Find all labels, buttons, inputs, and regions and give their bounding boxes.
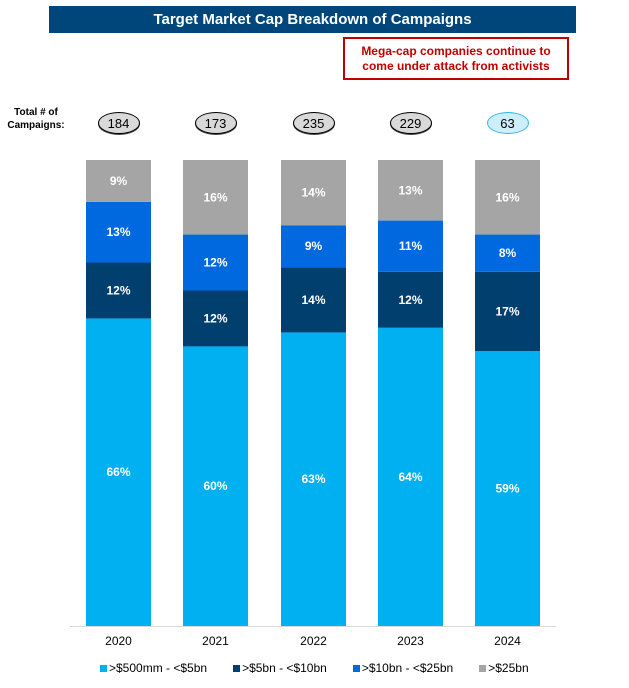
data-label-2021-series-3: 16%	[203, 190, 227, 204]
total-campaigns-label: Total # of Campaigns:	[0, 106, 72, 132]
legend-label-1: >$5bn - <$10bn	[242, 661, 327, 675]
bar-segment-2021-series-3	[183, 160, 248, 235]
data-label-2024-series-3: 16%	[495, 190, 519, 204]
legend-item-3: >$25bn	[479, 661, 529, 675]
data-label-2021-series-0: 60%	[203, 479, 227, 493]
bar-segment-2024-series-0	[475, 351, 540, 626]
data-label-2020-series-0: 66%	[106, 465, 130, 479]
bar-segment-2022-series-3	[281, 160, 346, 226]
x-tick-label-2021: 2021	[202, 634, 229, 648]
data-label-2021-series-2: 12%	[203, 256, 227, 270]
legend-label-2: >$10bn - <$25bn	[361, 661, 454, 675]
bar-segment-2023-series-1	[378, 271, 443, 328]
data-label-2022-series-1: 14%	[301, 293, 325, 307]
x-tick-label-2023: 2023	[397, 634, 424, 648]
callout-line-1: Mega-cap companies continue to	[361, 43, 551, 58]
callout-box: Mega-cap companies continue to come unde…	[343, 37, 569, 80]
bar-segment-2022-series-1	[281, 267, 346, 333]
legend-swatch-3	[479, 664, 487, 672]
bar-segment-2024-series-1	[475, 271, 540, 352]
data-label-2024-series-2: 8%	[499, 246, 517, 260]
bar-segment-2021-series-0	[183, 346, 248, 626]
data-label-2023-series-2: 11%	[399, 239, 423, 253]
data-label-2022-series-2: 9%	[305, 239, 323, 253]
data-label-2022-series-3: 14%	[301, 186, 325, 200]
data-label-2021-series-1: 12%	[203, 311, 227, 325]
legend-swatch-0	[100, 664, 107, 672]
bar-segment-2022-series-2	[281, 225, 346, 268]
campaign-total-2020: 184	[97, 112, 140, 134]
bar-segment-2020-series-0	[86, 318, 151, 626]
bar-segment-2022-series-0	[281, 332, 346, 626]
legend-swatch-2	[352, 664, 360, 672]
callout-line-2: come under attack from activists	[362, 58, 550, 73]
data-label-2020-series-3: 9%	[110, 174, 128, 188]
x-tick-label-2022: 2022	[300, 634, 327, 648]
campaign-total-2021: 173	[194, 112, 237, 134]
data-label-2023-series-0: 64%	[398, 470, 422, 484]
legend-label-3: >$25bn	[488, 661, 529, 675]
x-tick-label-2020: 2020	[105, 634, 132, 648]
total-label-line-2: Campaigns:	[7, 120, 65, 131]
bar-segment-2023-series-0	[378, 327, 443, 626]
x-tick-label-2024: 2024	[494, 634, 521, 648]
data-label-2024-series-0: 59%	[495, 482, 519, 496]
bar-segment-2021-series-2	[183, 234, 248, 291]
bar-segment-2023-series-2	[378, 220, 443, 272]
legend-item-1: >$5bn - <$10bn	[233, 661, 327, 675]
campaign-total-2022: 235	[292, 112, 335, 134]
data-label-2020-series-1: 12%	[106, 283, 130, 297]
bar-segment-2021-series-1	[183, 290, 248, 347]
bar-segment-2024-series-2	[475, 234, 540, 272]
total-label-line-1: Total # of	[14, 107, 58, 118]
bar-segment-2023-series-3	[378, 160, 443, 221]
data-label-2022-series-0: 63%	[301, 472, 325, 486]
data-label-2024-series-1: 17%	[495, 304, 519, 318]
legend-item-0: >$500mm - <$5bn	[100, 661, 207, 675]
chart-legend: >$500mm - <$5bn >$5bn - <$10bn >$10bn - <$…	[100, 661, 529, 675]
campaign-total-2023: 229	[389, 112, 432, 134]
campaign-total-2024: 63	[486, 112, 529, 134]
chart-title: Target Market Cap Breakdown of Campaigns	[49, 6, 576, 33]
bar-segment-2020-series-1	[86, 262, 151, 319]
bar-segment-2020-series-2	[86, 201, 151, 263]
legend-swatch-1	[233, 664, 241, 672]
data-label-2020-series-2: 13%	[106, 225, 130, 239]
data-label-2023-series-1: 12%	[398, 293, 422, 307]
legend-label-0: >$500mm - <$5bn	[109, 661, 208, 675]
data-label-2023-series-3: 13%	[398, 183, 422, 197]
bar-segment-2024-series-3	[475, 160, 540, 235]
bar-segment-2020-series-3	[86, 160, 151, 202]
legend-item-2: >$10bn - <$25bn	[352, 661, 454, 675]
